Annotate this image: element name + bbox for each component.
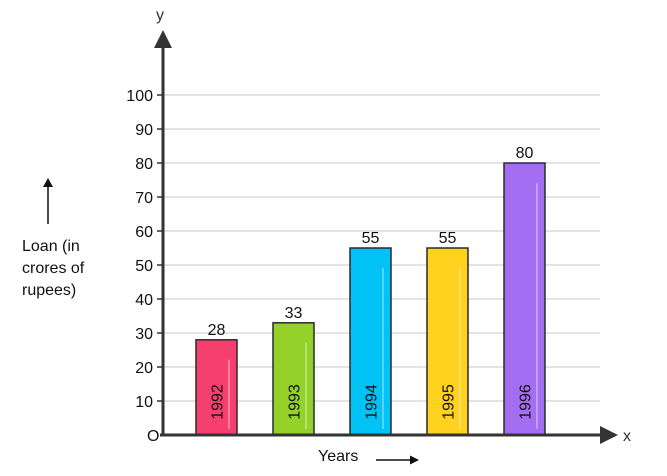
y-axis-arrowhead <box>154 30 172 48</box>
value-label-1994: 55 <box>362 230 380 247</box>
value-label-1995: 55 <box>439 230 457 247</box>
y-tick-label: 50 <box>135 258 153 275</box>
bar-1993 <box>272 322 315 436</box>
bar-1992 <box>195 339 238 436</box>
category-label-1994: 1994 <box>364 384 381 420</box>
y-tick-label: 30 <box>135 326 153 343</box>
x-axis-title: Years <box>318 448 359 465</box>
axes: y x O <box>147 7 631 445</box>
y-tick-label: 10 <box>135 394 153 411</box>
y-tick-label: 80 <box>135 156 153 173</box>
up-arrow-icon <box>40 176 56 231</box>
y-tick-label: 40 <box>135 292 153 309</box>
value-label-1993: 33 <box>285 305 303 322</box>
x-axis-arrowhead <box>600 426 618 444</box>
bar-value-labels: 28 33 55 55 80 <box>208 145 534 339</box>
y-axis-name: y <box>156 7 164 24</box>
y-tick-label: 20 <box>135 360 153 377</box>
category-label-1996: 1996 <box>518 384 535 420</box>
y-tick-label: 70 <box>135 190 153 207</box>
y-tick-label: 60 <box>135 224 153 241</box>
y-tick-labels: 10 20 30 40 50 60 70 80 90 100 <box>126 88 163 411</box>
bar-1996 <box>503 162 546 436</box>
category-label-1995: 1995 <box>441 384 458 420</box>
category-label-1993: 1993 <box>287 384 304 420</box>
y-tick-label: 90 <box>135 122 153 139</box>
y-axis-title: Loan (in crores of rupees) <box>22 236 84 302</box>
bar-category-labels: 1992 1993 1994 1995 1996 <box>210 384 535 420</box>
y-tick-label: 100 <box>126 88 153 105</box>
bars <box>195 162 546 436</box>
right-arrow-icon <box>376 453 420 471</box>
value-label-1996: 80 <box>516 145 534 162</box>
y-axis-title-line-3: rupees) <box>22 282 77 299</box>
y-axis-title-line-2: crores of <box>22 260 85 277</box>
y-axis-title-line-1: Loan (in <box>22 238 80 255</box>
value-label-1992: 28 <box>208 322 226 339</box>
origin-label: O <box>147 428 159 445</box>
x-axis-name: x <box>623 428 631 445</box>
category-label-1992: 1992 <box>210 384 227 420</box>
